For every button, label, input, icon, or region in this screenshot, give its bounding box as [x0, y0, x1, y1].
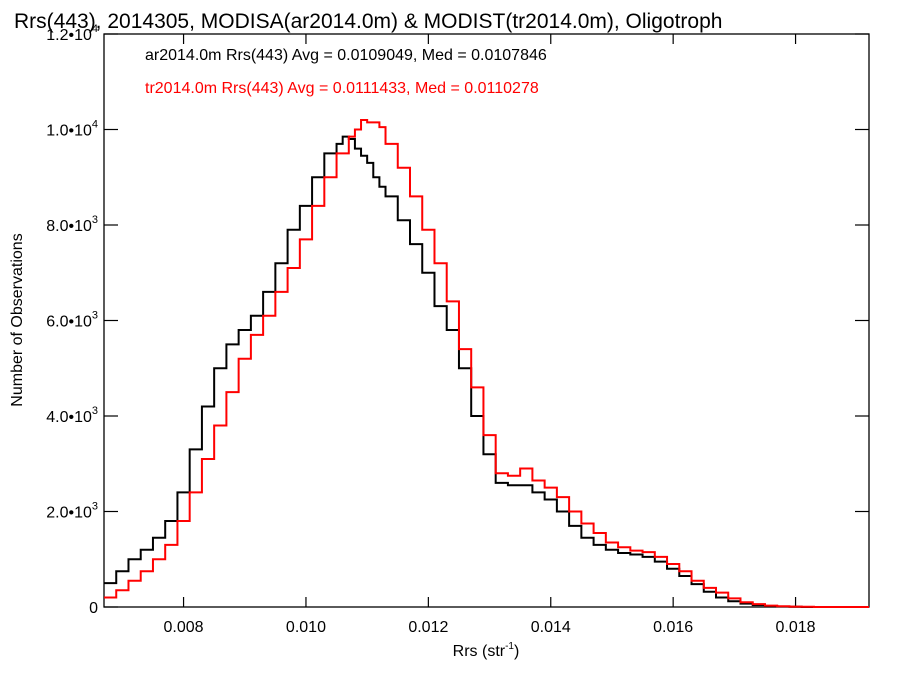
- y-tick-label: 2.0•103: [46, 501, 98, 522]
- plot-frame: [103, 33, 870, 608]
- x-tick-label: 0.014: [531, 619, 571, 636]
- x-tick-label: 0.008: [164, 619, 204, 636]
- x-axis-label-exponent: -1: [505, 641, 514, 652]
- x-tick-label: 0.012: [408, 619, 448, 636]
- y-tick-label: 1.0•104: [46, 119, 98, 140]
- series-line-2: [104, 118, 869, 608]
- series-lines: [104, 118, 869, 608]
- x-axis-label: Rrs (str-1): [453, 641, 520, 660]
- x-tick-label: 0.010: [286, 619, 326, 636]
- y-axis-label: Number of Observations: [9, 233, 26, 406]
- y-axis-ticks: 0 2.0•103 4.0•103 6.0•103 8.0•103 1.0•104 1.2•…: [46, 23, 869, 617]
- legend-entry-2: tr2014.0m Rrs(443) Avg = 0.0111433, Med …: [145, 80, 539, 97]
- x-tick-label: 0.016: [653, 619, 693, 636]
- y-tick-label: 4.0•103: [46, 405, 98, 426]
- y-tick-label: 1.2•104: [46, 23, 98, 44]
- y-tick-label: 8.0•103: [46, 214, 98, 235]
- series-line-1: [104, 135, 869, 608]
- y-tick-label: 0: [89, 600, 98, 617]
- x-tick-label: 0.018: [776, 619, 816, 636]
- y-tick-label: 6.0•103: [46, 310, 98, 331]
- chart-title: Rrs(443), 2014305, MODISA(ar2014.0m) & M…: [14, 10, 722, 33]
- legend-entry-1: ar2014.0m Rrs(443) Avg = 0.0109049, Med …: [145, 47, 547, 64]
- x-axis-ticks: 0.008 0.010 0.012 0.014 0.016 0.018: [164, 34, 816, 636]
